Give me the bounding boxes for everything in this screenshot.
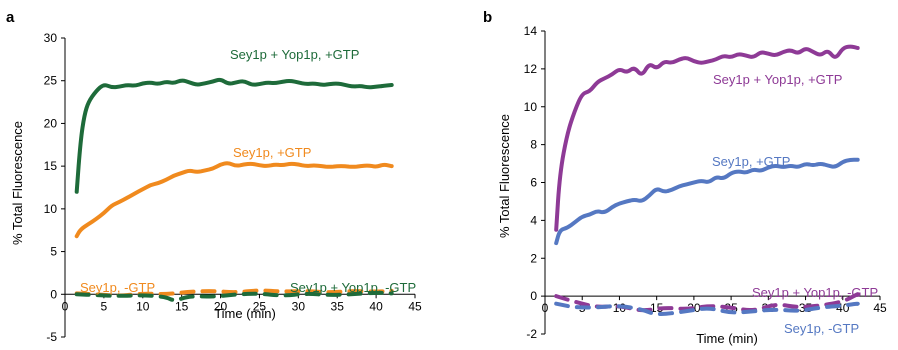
y-tick-label: 15 bbox=[44, 159, 58, 173]
y-tick-label: 14 bbox=[524, 24, 538, 38]
y-tick-label: 6 bbox=[530, 176, 537, 190]
series-line-sey1p-plus-yop1p-plusgtp bbox=[74, 77, 394, 194]
y-tick-label: 20 bbox=[44, 116, 58, 130]
x-tick-label: 35 bbox=[331, 299, 345, 313]
y-tick-label: -5 bbox=[46, 330, 57, 344]
legend-label-sey1p-yop1p-minus-gtp: Sey1p + Yop1p, -GTP bbox=[752, 285, 878, 300]
x-axis-label: Time (min) bbox=[214, 306, 276, 321]
x-tick-label: 45 bbox=[408, 299, 422, 313]
y-tick-label: -2 bbox=[526, 327, 537, 341]
panel-label: a bbox=[6, 9, 15, 26]
series-line-sey1p-plusgtp bbox=[74, 161, 394, 239]
x-tick-label: 30 bbox=[292, 299, 306, 313]
x-axis-label: Time (min) bbox=[696, 331, 758, 346]
legend-label-sey1p-plus-gtp: Sey1p, +GTP bbox=[233, 145, 311, 160]
y-tick-label: 2 bbox=[530, 251, 537, 265]
legend-label-sey1p-yop1p-plus-gtp: Sey1p + Yop1p, +GTP bbox=[230, 47, 359, 62]
series-line-sey1p-plusgtp bbox=[554, 157, 860, 246]
y-tick-label: 0 bbox=[50, 287, 57, 301]
legend-label-sey1p-minus-gtp: Sey1p, -GTP bbox=[80, 280, 155, 295]
y-axis-label: % Total Fluorescence bbox=[10, 121, 25, 245]
x-tick-label: 20 bbox=[214, 299, 228, 313]
x-tick-label: 0 bbox=[542, 301, 549, 315]
legend-label-sey1p-yop1p-minus-gtp: Sey1p + Yop1p, -GTP bbox=[290, 280, 416, 295]
y-tick-label: 8 bbox=[530, 138, 537, 152]
y-tick-label: 10 bbox=[524, 100, 538, 114]
legend-label-sey1p-minus-gtp: Sey1p, -GTP bbox=[784, 321, 859, 336]
series-layer bbox=[554, 44, 860, 316]
x-tick-label: 40 bbox=[369, 299, 383, 313]
x-tick-label: 45 bbox=[873, 301, 887, 315]
y-tick-label: 12 bbox=[524, 62, 538, 76]
y-tick-label: 0 bbox=[530, 289, 537, 303]
x-tick-label: 15 bbox=[650, 301, 664, 315]
x-tick-label: 25 bbox=[253, 299, 267, 313]
x-tick-label: 0 bbox=[62, 299, 69, 313]
y-tick-label: 25 bbox=[44, 74, 58, 88]
series-line-sey1p-plus-yop1p-plusgtp bbox=[554, 44, 860, 232]
legend-label-sey1p-plus-gtp: Sey1p, +GTP bbox=[712, 154, 790, 169]
x-tick-label: 10 bbox=[136, 299, 150, 313]
panel-b: b % Total Fluorescence Time (min) -2 0 2 4 6… bbox=[483, 9, 887, 346]
panel-label: b bbox=[483, 9, 492, 26]
series-line-sey1p-minus-gtp-dashed bbox=[554, 301, 860, 316]
series-layer bbox=[74, 77, 394, 302]
x-tick-label: 15 bbox=[175, 299, 189, 313]
panel-a: a % Total Fluorescence Time (min) -5 0 5 10… bbox=[6, 9, 422, 344]
series-line-sey1p-plus-yop1p-minus-gtp-dashed bbox=[74, 290, 394, 302]
y-tick-label: 4 bbox=[530, 213, 537, 227]
y-tick-label: 5 bbox=[50, 245, 57, 259]
y-tick-label: 30 bbox=[44, 31, 58, 45]
y-axis-label: % Total Fluorescence bbox=[497, 114, 512, 238]
x-tick-label: 5 bbox=[101, 299, 108, 313]
legend-label-sey1p-yop1p-plus-gtp: Sey1p + Yop1p, +GTP bbox=[713, 72, 842, 87]
y-tick-label: 10 bbox=[44, 202, 58, 216]
